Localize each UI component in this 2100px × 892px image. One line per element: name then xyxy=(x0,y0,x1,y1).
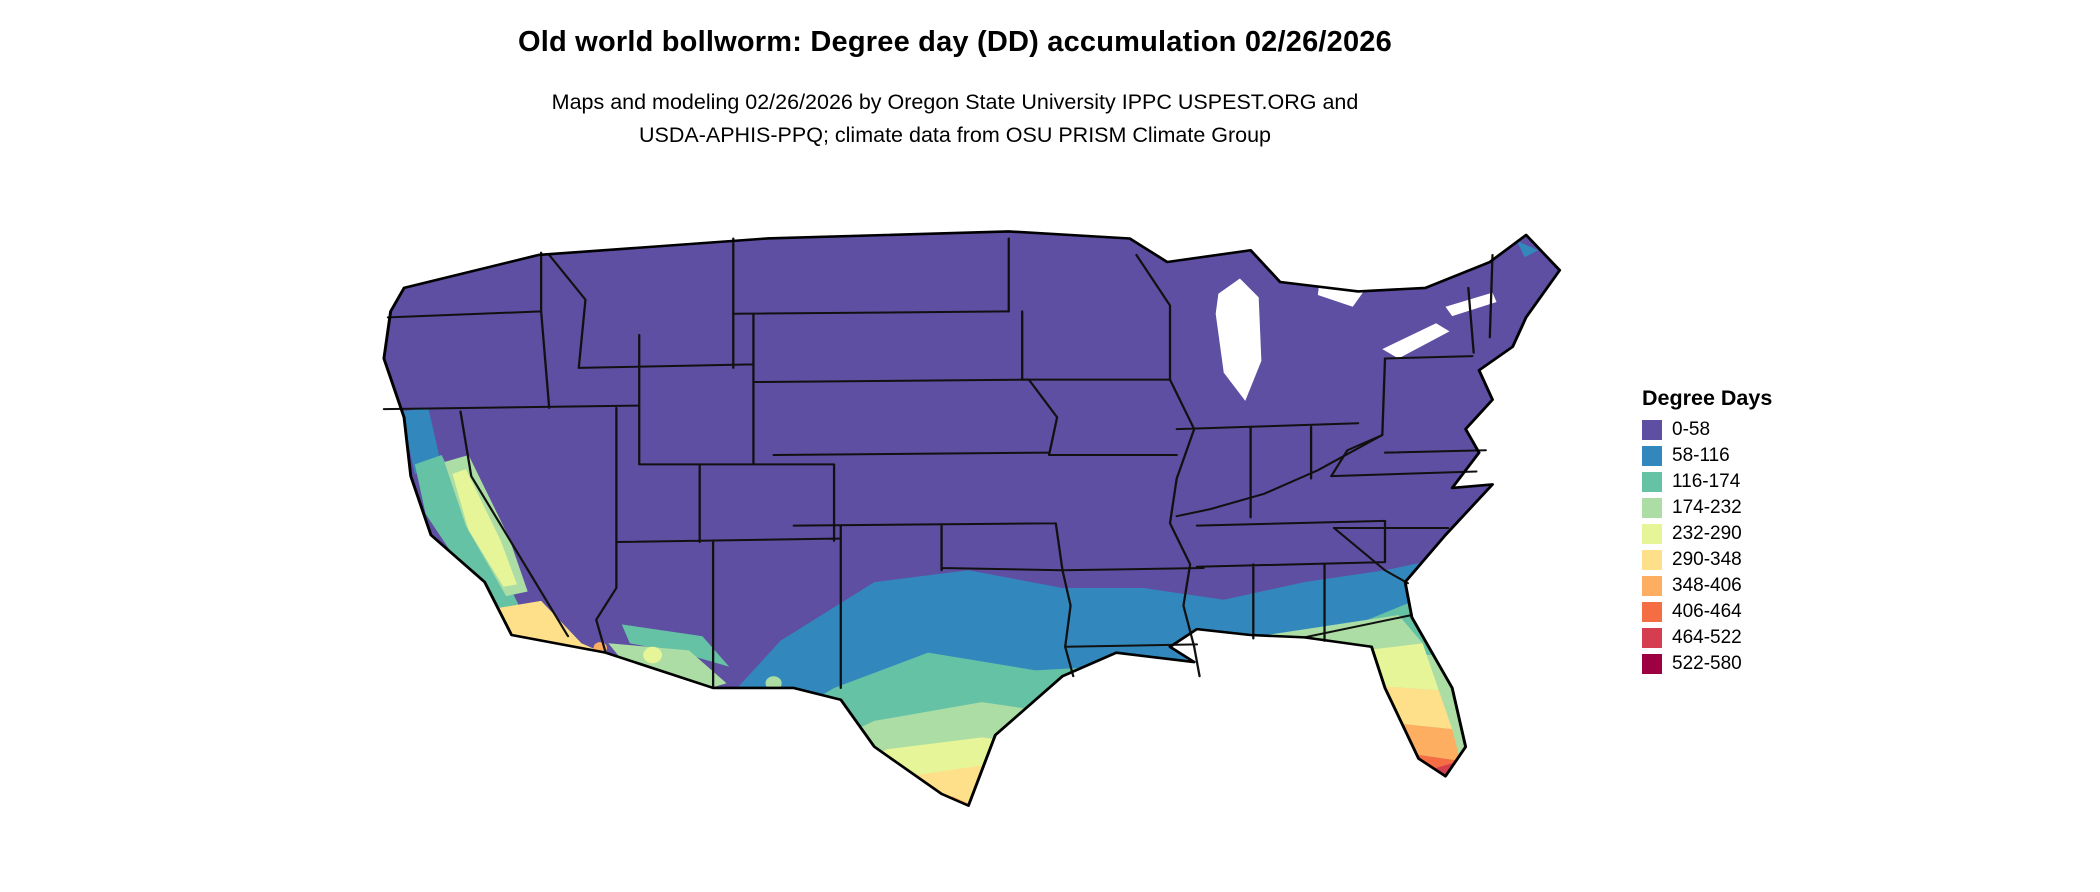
legend-bin-label: 58-116 xyxy=(1672,445,1730,466)
state-borders-plains xyxy=(732,310,1205,678)
legend-color-swatch xyxy=(1642,602,1662,622)
legend-color-swatch xyxy=(1642,498,1662,518)
legend-color-swatch xyxy=(1642,524,1662,544)
legend-title: Degree Days xyxy=(1642,386,1773,410)
dd-florida-232-290 xyxy=(1274,643,1439,691)
legend-row: 116-174 xyxy=(1642,472,1772,492)
legend-bin-label: 116-174 xyxy=(1672,471,1741,492)
legend-row: 290-348 xyxy=(1642,550,1772,570)
dd-band-406-464-texas xyxy=(931,813,969,837)
dd-sliver-lake-superior xyxy=(1051,231,1170,234)
state-borders-west xyxy=(382,237,842,689)
dd-arizona-116-174 xyxy=(621,624,730,667)
legend-color-swatch xyxy=(1642,654,1662,674)
page-title: Old world bollworm: Degree day (DD) accu… xyxy=(518,26,1392,58)
dd-sliver-maine xyxy=(1516,240,1539,258)
legend-color-swatch xyxy=(1642,472,1662,492)
legend-bin-label: 0-58 xyxy=(1672,419,1711,440)
dd-florida-keys-522-580 xyxy=(1446,783,1453,790)
legend-row: 348-406 xyxy=(1642,576,1772,596)
dd-florida-290-348 xyxy=(1371,685,1453,730)
legend-bin-label: 464-522 xyxy=(1672,627,1742,648)
legend-rows: 0-58 58-116 116-174 174-232 232-290 290-348 34… xyxy=(1642,420,1772,674)
dd-florida-keys-522-580 xyxy=(1457,779,1463,785)
subtitle-line-1: Maps and modeling 02/26/2026 by Oregon S… xyxy=(551,90,1359,114)
legend-color-swatch xyxy=(1642,628,1662,648)
dd-california-north-coast-58-116 xyxy=(401,407,442,474)
legend-bin-label: 290-348 xyxy=(1672,549,1742,570)
legend-row: 232-290 xyxy=(1642,524,1772,544)
lake-erie xyxy=(1382,323,1450,359)
legend-row: 406-464 xyxy=(1642,602,1772,622)
legend-row: 58-116 xyxy=(1642,446,1772,466)
legend-row: 522-580 xyxy=(1642,654,1772,674)
legend-row: 464-522 xyxy=(1642,628,1772,648)
legend-color-swatch xyxy=(1642,576,1662,596)
dd-band-290-348-texas xyxy=(820,764,1083,806)
map-outline xyxy=(382,230,1562,807)
legend-color-swatch xyxy=(1642,550,1662,570)
dd-phoenix-232-290 xyxy=(643,646,663,664)
lake-michigan xyxy=(1215,278,1262,401)
state-borders-south-east xyxy=(1195,253,1494,642)
state-borders-midwest xyxy=(1007,237,1387,678)
dd-california-valley-232-290 xyxy=(452,469,517,587)
legend-bin-label: 406-464 xyxy=(1672,601,1742,622)
dd-arizona-174-232 xyxy=(608,643,727,688)
legend: Degree Days 0-58 58-116 116-174 174-232 232-… xyxy=(1642,386,1772,680)
map-container xyxy=(310,182,1600,888)
subtitle-line-2: USDA-APHIS-PPQ; climate data from OSU PR… xyxy=(638,123,1272,147)
legend-color-swatch xyxy=(1642,420,1662,440)
legend-bin-label: 232-290 xyxy=(1672,523,1742,544)
legend-bin-label: 348-406 xyxy=(1672,575,1742,596)
legend-row: 174-232 xyxy=(1642,498,1772,518)
dd-florida-keys-522-580 xyxy=(1436,786,1442,792)
legend-bin-label: 174-232 xyxy=(1672,497,1742,518)
dd-band-58-116 xyxy=(713,556,1560,806)
page-subtitle: Maps and modeling 02/26/2026 by Oregon S… xyxy=(310,86,1600,152)
legend-color-swatch xyxy=(1642,446,1662,466)
lake-ontario xyxy=(1445,292,1497,317)
legend-row: 0-58 xyxy=(1642,420,1772,440)
legend-bin-label: 522-580 xyxy=(1672,653,1742,674)
us-degree-day-map xyxy=(382,230,1562,837)
